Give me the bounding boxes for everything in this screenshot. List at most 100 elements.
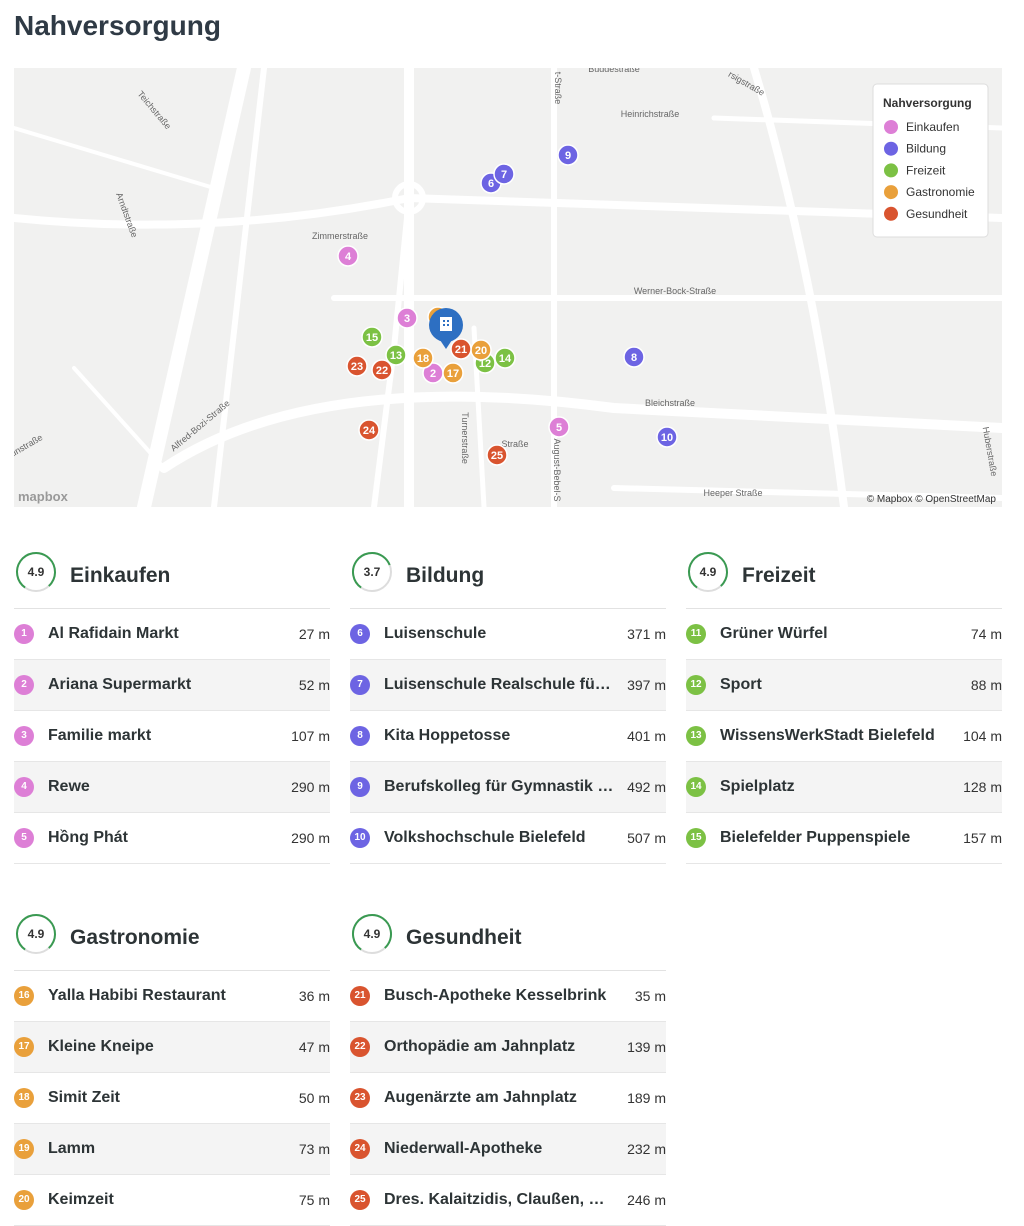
item-name: Sport (720, 676, 762, 693)
legend-title: Nahversorgung (883, 96, 972, 110)
location-pin (429, 308, 463, 349)
item-name: Dres. Kalaitzidis, Claußen, … (384, 1191, 605, 1208)
legend-swatch (884, 163, 898, 178)
item-name: Hồng Phát (48, 829, 128, 846)
item-distance: 36 m (298, 988, 330, 1004)
map-marker-label: 17 (447, 368, 459, 380)
map-marker-label: 15 (366, 332, 378, 344)
list-item: 4 Rewe 290 m (14, 762, 330, 813)
street-label: Heinrichstraße (621, 109, 680, 119)
list-item: 5 Hồng Phát 290 m (14, 813, 330, 864)
item-number: 9 (350, 777, 370, 797)
section-header: 4.9 Gastronomie (14, 910, 330, 971)
map-marker (358, 419, 380, 441)
list-item: 10 Volkshochschule Bielefeld 507 m (350, 813, 666, 864)
category-section: 4.9 Gastronomie 16 Yalla Habibi Restaurant 3… (14, 910, 330, 1226)
map-marker-label: 7 (501, 169, 507, 181)
list-item: 7 Luisenschule Realschule fü… 397 m (350, 660, 666, 711)
category-section: 3.7 Bildung 6 Luisenschule 371 m 7 Luisenschul… (350, 548, 666, 864)
map-marker-label: 25 (491, 450, 503, 462)
item-name: Keimzeit (48, 1191, 114, 1208)
item-name: WissensWerkStadt Bielefeld (720, 727, 935, 744)
map-marker-label: 14 (499, 353, 512, 365)
list-item: 19 Lamm 73 m (14, 1124, 330, 1175)
page-title: Nahversorgung (14, 10, 221, 41)
score-gauge: 4.9 (16, 914, 56, 954)
legend-label: Gesundheit (906, 207, 968, 221)
item-distance: 401 m (627, 728, 666, 744)
item-name: Augenärzte am Jahnplatz (384, 1089, 577, 1106)
list-item: 17 Kleine Kneipe 47 m (14, 1022, 330, 1073)
category-section: 4.9 Freizeit 11 Grüner Würfel 74 m 12 Sport 88 … (686, 548, 1002, 864)
section-header: 4.9 Gesundheit (350, 910, 666, 971)
map-marker-label: 21 (455, 344, 467, 356)
map-marker (385, 344, 407, 366)
map-marker (548, 416, 570, 438)
item-distance: 232 m (627, 1141, 666, 1157)
item-distance: 492 m (627, 779, 666, 795)
item-name: Lamm (48, 1140, 96, 1157)
map-marker (337, 245, 359, 267)
list-item: 12 Sport 88 m (686, 660, 1002, 711)
street-label: Turnerstraße (460, 412, 470, 464)
street-label: Heeper Straße (703, 488, 762, 498)
item-distance: 88 m (970, 677, 1002, 693)
category-section: 4.9 Gesundheit 21 Busch-Apotheke Kesselbrin… (350, 910, 666, 1226)
item-distance: 73 m (298, 1141, 330, 1157)
item-distance: 52 m (298, 677, 330, 693)
legend-swatch (884, 185, 898, 200)
list-item: 11 Grüner Würfel 74 m (686, 609, 1002, 660)
legend-label: Einkaufen (906, 120, 959, 134)
map-marker (371, 359, 393, 381)
map-marker (450, 338, 472, 360)
score: 4.9 (28, 565, 45, 579)
item-name: Al Rafidain Markt (48, 625, 179, 642)
category-section: 4.9 Einkaufen 1 Al Rafidain Markt 27 m 2 Arian… (14, 548, 330, 864)
map-marker-label: 8 (631, 352, 637, 364)
item-distance: 50 m (298, 1090, 330, 1106)
map-marker-label: 24 (363, 425, 376, 437)
legend-swatch (884, 206, 898, 221)
map-marker (623, 346, 645, 368)
street-label: Werner-Bock-Straße (634, 286, 716, 296)
legend-swatch (884, 141, 898, 156)
item-name: Ariana Supermarkt (48, 676, 192, 693)
list-item: 21 Busch-Apotheke Kesselbrink 35 m (350, 971, 666, 1022)
map-logo: mapbox (18, 489, 69, 504)
map-marker-label: 20 (475, 345, 487, 357)
item-name: Spielplatz (720, 778, 795, 795)
section-title: Gesundheit (406, 926, 522, 949)
item-number: 10 (350, 828, 370, 848)
score-gauge: 4.9 (688, 552, 728, 592)
item-number: 21 (350, 986, 370, 1006)
item-name: Luisenschule Realschule fü… (384, 676, 611, 693)
item-name: Berufskolleg für Gymnastik … (384, 778, 614, 795)
list-item: 23 Augenärzte am Jahnplatz 189 m (350, 1073, 666, 1124)
item-number: 7 (350, 675, 370, 695)
map-marker-label: 12 (479, 358, 491, 370)
item-number: 4 (14, 777, 34, 797)
item-distance: 189 m (627, 1090, 666, 1106)
list-item: 25 Dres. Kalaitzidis, Claußen, … 246 m (350, 1175, 666, 1226)
item-name: Rewe (48, 778, 90, 795)
item-distance: 128 m (963, 779, 1002, 795)
map-marker (346, 355, 368, 377)
map-marker-label: 23 (351, 361, 363, 373)
map-marker (442, 362, 464, 384)
section-header: 3.7 Bildung (350, 548, 666, 609)
item-number: 23 (350, 1088, 370, 1108)
list-item: 2 Ariana Supermarkt 52 m (14, 660, 330, 711)
map-marker (557, 144, 579, 166)
list-item: 22 Orthopädie am Jahnplatz 139 m (350, 1022, 666, 1073)
item-number: 15 (686, 828, 706, 848)
list-item: 24 Niederwall-Apotheke 232 m (350, 1124, 666, 1175)
score: 4.9 (28, 927, 45, 941)
score-gauge: 4.9 (352, 914, 392, 954)
legend-label: Gastronomie (906, 185, 975, 199)
item-number: 24 (350, 1139, 370, 1159)
item-distance: 139 m (627, 1039, 666, 1055)
item-distance: 47 m (298, 1039, 330, 1055)
item-name: Kita Hoppetosse (384, 727, 511, 744)
item-name: Simit Zeit (48, 1089, 121, 1106)
